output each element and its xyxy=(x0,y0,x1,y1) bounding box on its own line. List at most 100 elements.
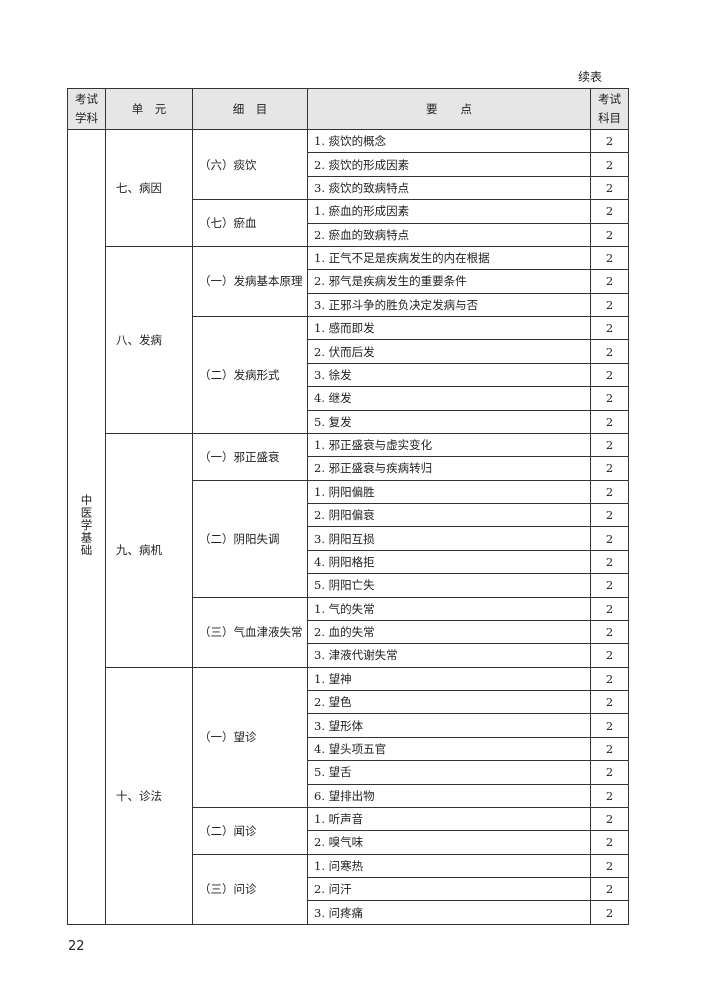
score-cell: 2 xyxy=(590,806,629,832)
unit-cell: 九、病机 xyxy=(105,432,193,668)
table-row: 中医学基础 七、病因 （六）痰饮 1. 痰饮的概念 2 xyxy=(67,128,629,925)
table-row: 3. 徐发 2 xyxy=(68,362,629,388)
score-cell: 2 xyxy=(590,502,629,528)
item-cell: （一）发病基本原理 xyxy=(192,245,308,318)
table-row: 3. 问疼痛 2 xyxy=(68,900,629,925)
score-cell: 2 xyxy=(590,315,629,341)
column-header-line: 考试 xyxy=(598,92,621,106)
table-row: 2. 邪气是疾病发生的重要条件 2 xyxy=(68,269,629,294)
item-cell: （一）望诊 xyxy=(192,666,308,808)
subject: 中医学基础 xyxy=(79,494,94,557)
point-cell: 3. 正邪斗争的胜负决定发病与否 xyxy=(307,292,591,318)
point-cell: 2. 伏而后发 xyxy=(307,339,591,364)
point-cell: 3. 阴阳互损 xyxy=(307,526,591,551)
score-cell: 2 xyxy=(590,736,629,762)
point-cell: 4. 继发 xyxy=(307,386,591,411)
point-cell: 4. 阴阳格拒 xyxy=(307,549,591,575)
column-header-line: 要 点 xyxy=(426,101,472,116)
column-header-line: 细 目 xyxy=(232,101,268,116)
table-row: 2. 血的失常 2 xyxy=(68,619,629,645)
score-cell: 2 xyxy=(590,830,629,855)
point-cell: 1. 气的失常 xyxy=(307,596,591,621)
score-cell: 2 xyxy=(590,199,629,224)
table-row: 4. 望头项五官 2 xyxy=(68,736,629,762)
score-cell: 2 xyxy=(590,339,629,364)
point-cell: 3. 痰饮的致病特点 xyxy=(307,175,591,201)
score-cell: 2 xyxy=(590,573,629,598)
point-cell: 5. 复发 xyxy=(307,409,591,434)
point-cell: 3. 问疼痛 xyxy=(307,900,591,925)
table-row: 3. 痰饮的致病特点 2 xyxy=(68,175,629,201)
table-header: 考试 学科 单 元 细 目 要 点 考试 科目 xyxy=(67,88,629,130)
item-cell: （三）气血津液失常 xyxy=(192,596,308,668)
score-cell: 2 xyxy=(590,689,629,715)
point-cell: 2. 邪气是疾病发生的重要条件 xyxy=(307,269,591,294)
point-cell: 5. 望舌 xyxy=(307,760,591,785)
table-row: （二）闻诊 1. 听声音 2 xyxy=(68,806,629,855)
score-cell: 2 xyxy=(590,643,629,668)
header-row: 考试 学科 单 元 细 目 要 点 考试 科目 xyxy=(67,88,629,130)
score-cell: 2 xyxy=(590,432,629,458)
score-cell: 2 xyxy=(590,269,629,294)
score-cell: 2 xyxy=(590,386,629,411)
score-cell: 2 xyxy=(590,128,629,154)
point-cell: 1. 正气不足是疾病发生的内在根据 xyxy=(307,245,591,271)
score-cell: 2 xyxy=(590,362,629,388)
table-row: 3. 津液代谢失常 2 xyxy=(68,643,629,668)
score-cell: 2 xyxy=(590,222,629,247)
score-cell: 2 xyxy=(590,596,629,621)
table-row: 3. 正邪斗争的胜负决定发病与否 2 xyxy=(68,292,629,318)
point-cell: 1. 感而即发 xyxy=(307,315,591,341)
score-cell: 2 xyxy=(590,245,629,271)
point-cell: 3. 津液代谢失常 xyxy=(307,643,591,668)
table-row: 2. 嗅气味 2 xyxy=(68,830,629,855)
point-cell: 6. 望排出物 xyxy=(307,783,591,808)
point-cell: 1. 邪正盛衰与虚实变化 xyxy=(307,432,591,458)
score-cell: 2 xyxy=(590,409,629,434)
item-cell: （二）发病形式 xyxy=(192,316,308,434)
item-cell: （二）阴阳失调 xyxy=(192,479,308,598)
table-row: 2. 痰饮的形成因素 2 xyxy=(68,152,629,177)
point-cell: 3. 望形体 xyxy=(307,713,591,738)
score-cell: 2 xyxy=(590,526,629,551)
point-cell: 2. 问汗 xyxy=(307,876,591,902)
score-cell: 2 xyxy=(590,900,629,925)
table-row: 2. 瘀血的致病特点 2 xyxy=(68,222,629,247)
score-cell: 2 xyxy=(590,456,629,481)
column-header: 细 目 xyxy=(192,88,308,130)
score-cell: 2 xyxy=(590,760,629,785)
point-cell: 1. 问寒热 xyxy=(307,853,591,879)
point-cell: 2. 望色 xyxy=(307,689,591,715)
point-cell: 2. 嗅气味 xyxy=(307,830,591,855)
point-cell: 1. 听声音 xyxy=(307,806,591,832)
column-header-line: 学科 xyxy=(75,111,98,125)
score-cell: 2 xyxy=(590,876,629,902)
unit-cell: 八、发病 xyxy=(105,245,193,434)
item-cell: （二）闻诊 xyxy=(192,806,308,855)
point-cell: 2. 血的失常 xyxy=(307,619,591,645)
column-header: 考试 科目 xyxy=(590,88,629,130)
score-cell: 2 xyxy=(590,549,629,575)
table-row: 2. 阴阳偏衰 2 xyxy=(68,502,629,528)
point-cell: 4. 望头项五官 xyxy=(307,736,591,762)
table-row: 4. 阴阳格拒 2 xyxy=(68,549,629,575)
table-row: （三）气血津液失常 1. 气的失常 2 xyxy=(68,596,629,668)
point-cell: 1. 瘀血的形成因素 xyxy=(307,199,591,224)
table-body: 中医学基础 七、病因 （六）痰饮 1. 痰饮的概念 2 2. 痰饮的形成因素 2 3. 痰饮的… xyxy=(67,128,629,925)
item-cell: （三）问诊 xyxy=(192,853,308,925)
unit-cell: 七、病因 xyxy=(105,129,193,247)
table-row: 5. 复发 2 xyxy=(68,409,629,434)
table-row: 十、诊法 （一）望诊 1. 望神 2 xyxy=(68,666,629,925)
subject-cell: 中医学基础 xyxy=(67,129,106,925)
point-cell: 3. 徐发 xyxy=(307,362,591,388)
table-row: 九、病机 （一）邪正盛衰 1. 邪正盛衰与虚实变化 2 xyxy=(68,432,629,668)
unit-cell: 十、诊法 xyxy=(105,666,193,925)
score-cell: 2 xyxy=(590,666,629,692)
score-cell: 2 xyxy=(590,619,629,645)
score-cell: 2 xyxy=(590,713,629,738)
table-row: （二）发病形式 1. 感而即发 2 xyxy=(68,315,629,434)
item-cell: （一）邪正盛衰 xyxy=(192,432,308,481)
column-header-line: 科目 xyxy=(598,111,621,125)
item-cell: （六）痰饮 xyxy=(192,128,308,201)
